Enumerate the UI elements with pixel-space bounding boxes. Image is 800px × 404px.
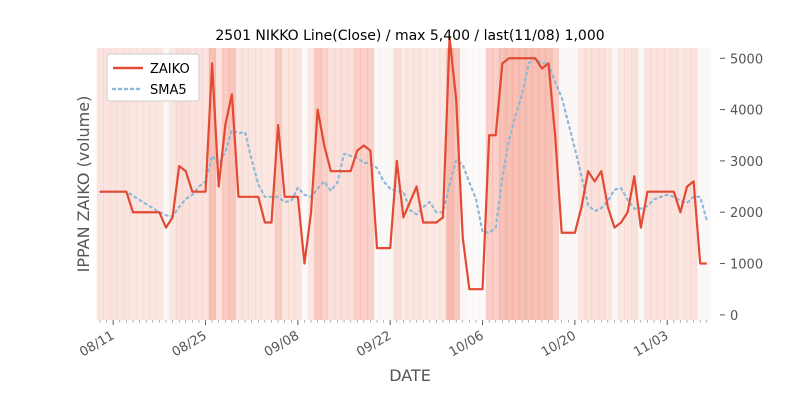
volume-band xyxy=(657,48,665,320)
y-tick-label: 2000 xyxy=(730,206,763,221)
volume-band xyxy=(287,48,296,320)
volume-band xyxy=(353,48,362,320)
volume-band xyxy=(538,48,546,320)
volume-band xyxy=(274,48,282,320)
volume-band xyxy=(571,48,579,320)
volume-band xyxy=(261,48,269,320)
volume-band xyxy=(175,48,184,320)
volume-band xyxy=(525,48,533,320)
legend: ZAIKO SMA5 xyxy=(106,53,200,102)
volume-band xyxy=(472,48,480,320)
y-tick-label: 4000 xyxy=(730,104,763,119)
grid-lines xyxy=(99,48,708,320)
volume-band xyxy=(386,48,395,320)
volume-band xyxy=(367,48,375,320)
volume-band xyxy=(373,48,381,320)
volume-band xyxy=(604,48,612,320)
volume-band xyxy=(578,48,586,320)
volume-band xyxy=(255,48,263,320)
volume-band xyxy=(545,48,553,320)
volume-band xyxy=(307,48,315,320)
volume-band xyxy=(499,48,507,320)
zaiko-line xyxy=(100,36,707,291)
legend-label-zaiko: ZAIKO xyxy=(150,62,190,77)
volume-band xyxy=(433,48,441,320)
volume-band xyxy=(419,48,428,320)
y-tick-label: 1000 xyxy=(730,258,763,273)
chart-title: 2501 NIKKO Line(Close) / max 5,400 / las… xyxy=(215,28,604,44)
series-zaiko xyxy=(100,36,707,291)
volume-band xyxy=(518,48,527,320)
volume-band xyxy=(479,48,487,320)
volume-band xyxy=(551,48,560,320)
volume-band xyxy=(182,48,190,320)
y-tick-label: 3000 xyxy=(730,155,763,170)
volume-band xyxy=(663,48,672,320)
volume-band xyxy=(400,48,408,320)
volume-band xyxy=(393,48,401,320)
volume-band xyxy=(611,48,619,320)
volume-band xyxy=(268,48,276,320)
volume-band xyxy=(123,48,131,320)
volume-band xyxy=(406,48,414,320)
volume-band xyxy=(617,48,625,320)
y-axis-label: IPPAN ZAIKO (volume) xyxy=(74,96,93,273)
y-axis-ticks: 0 1000 2000 3000 4000 5000 xyxy=(720,52,763,324)
x-axis-label: DATE xyxy=(389,366,431,385)
legend-label-sma5: SMA5 xyxy=(150,83,187,98)
volume-band xyxy=(380,48,388,320)
volume-band xyxy=(136,48,144,320)
volume-band xyxy=(505,48,513,320)
y-tick-label: 0 xyxy=(730,309,738,324)
volume-band xyxy=(169,48,177,320)
volume-band xyxy=(103,48,111,320)
series-sma5 xyxy=(98,57,708,234)
volume-band xyxy=(492,48,500,320)
volume-band xyxy=(637,48,645,320)
volume-band xyxy=(301,48,309,320)
volume-band xyxy=(485,48,494,320)
sma5-line xyxy=(98,57,708,234)
volume-band xyxy=(228,48,236,320)
y-tick-label: 5000 xyxy=(730,52,763,67)
volume-band xyxy=(459,48,467,320)
volume-band xyxy=(294,48,302,320)
volume-band xyxy=(281,48,289,320)
volume-band xyxy=(360,48,368,320)
